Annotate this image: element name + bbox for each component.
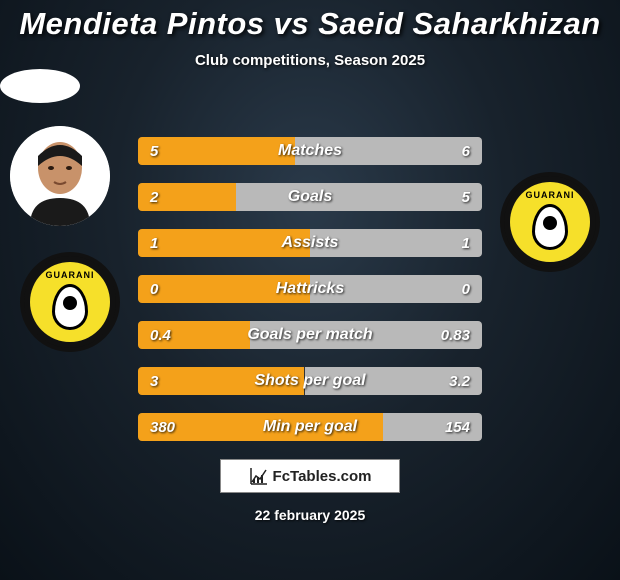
- stat-row: 56Matches: [138, 137, 482, 165]
- club-badge-right: GUARANI: [500, 172, 600, 272]
- stat-row: 0.40.83Goals per match: [138, 321, 482, 349]
- club-ball-icon: [52, 284, 88, 330]
- stat-row: 11Assists: [138, 229, 482, 257]
- page-title: Mendieta Pintos vs Saeid Saharkhizan: [0, 6, 620, 42]
- date-label: 22 february 2025: [0, 507, 620, 523]
- stat-row: 00Hattricks: [138, 275, 482, 303]
- stat-label: Min per goal: [138, 413, 482, 441]
- club-ball-icon: [532, 204, 568, 250]
- stat-row: 33.2Shots per goal: [138, 367, 482, 395]
- player-left-avatar: [10, 126, 110, 226]
- stat-row: 25Goals: [138, 183, 482, 211]
- stat-label: Shots per goal: [138, 367, 482, 395]
- chart-icon: [249, 466, 269, 486]
- club-badge-left: GUARANI: [20, 252, 120, 352]
- footer-brand-text: FcTables.com: [273, 468, 372, 485]
- content: Mendieta Pintos vs Saeid Saharkhizan Clu…: [0, 0, 620, 523]
- stat-label: Hattricks: [138, 275, 482, 303]
- club-name-right: GUARANI: [526, 190, 575, 200]
- club-name-left: GUARANI: [46, 270, 95, 280]
- footer-brand[interactable]: FcTables.com: [220, 459, 400, 493]
- comparison-bars: 56Matches 25Goals 11Assists 00Hattricks 0.40…: [138, 137, 482, 441]
- stat-label: Assists: [138, 229, 482, 257]
- player-right-avatar: [0, 69, 80, 103]
- stat-label: Matches: [138, 137, 482, 165]
- subtitle: Club competitions, Season 2025: [0, 52, 620, 69]
- stat-label: Goals per match: [138, 321, 482, 349]
- stat-label: Goals: [138, 183, 482, 211]
- stat-row: 380154Min per goal: [138, 413, 482, 441]
